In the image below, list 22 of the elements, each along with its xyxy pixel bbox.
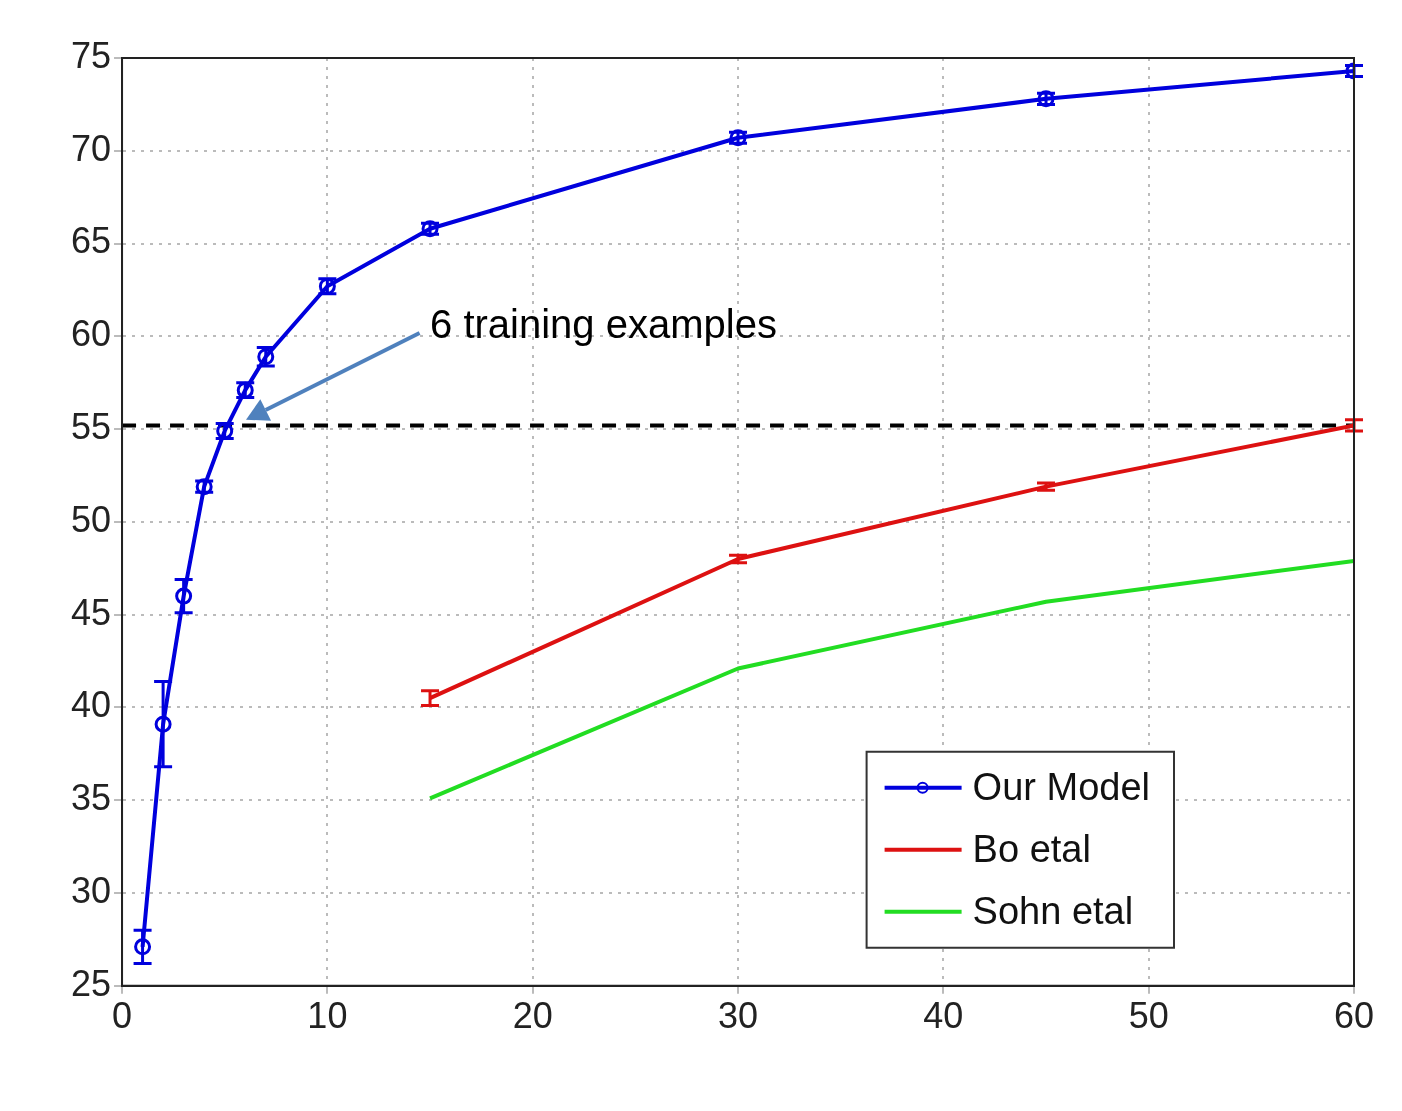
x-tick-label: 10 bbox=[307, 995, 348, 1037]
annotation: 6 training examples bbox=[430, 302, 777, 347]
x-tick-label: 60 bbox=[1333, 995, 1375, 1037]
y-tick-label: 65 bbox=[71, 220, 112, 262]
y-tick-label: 75 bbox=[71, 34, 112, 76]
y-tick-label: 50 bbox=[71, 498, 112, 540]
y-tick-label: 55 bbox=[71, 406, 112, 448]
x-tick-label: 50 bbox=[1128, 995, 1169, 1037]
legend-label: Bo etal bbox=[972, 828, 1091, 871]
y-tick-label: 70 bbox=[71, 127, 112, 169]
y-tick-label: 45 bbox=[71, 591, 112, 633]
x-tick-label: 20 bbox=[512, 995, 553, 1037]
x-tick-label: 40 bbox=[923, 995, 964, 1037]
y-tick-label: 30 bbox=[71, 869, 112, 911]
legend-label: Sohn etal bbox=[972, 890, 1134, 933]
legend-label: Our Model bbox=[972, 766, 1150, 809]
y-tick-label: 60 bbox=[71, 313, 112, 355]
x-tick-label: 0 bbox=[112, 995, 133, 1037]
x-tick-label: 30 bbox=[718, 995, 759, 1037]
y-tick-label: 35 bbox=[71, 777, 112, 819]
y-tick-label: 40 bbox=[71, 684, 112, 726]
y-tick-label: 25 bbox=[71, 962, 112, 1004]
